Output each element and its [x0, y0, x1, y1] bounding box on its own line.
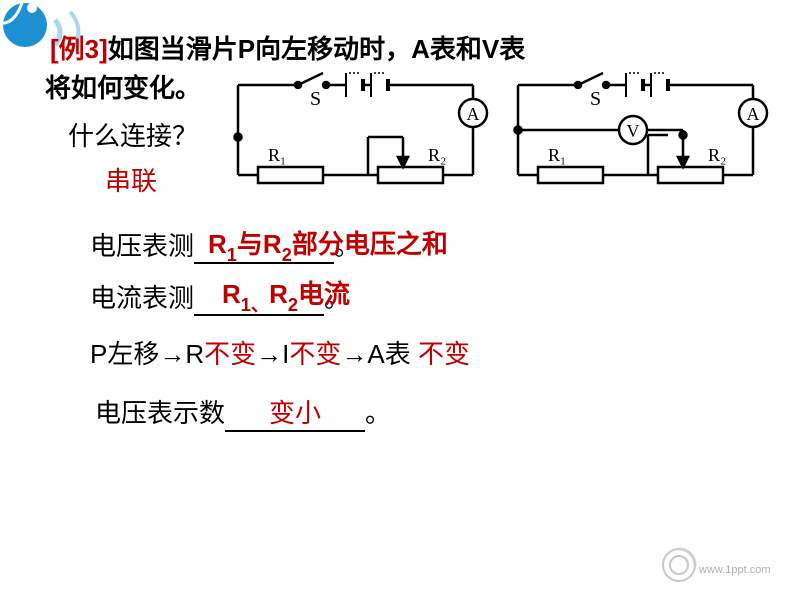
final-answer: 变小	[225, 393, 365, 432]
svg-text:A: A	[747, 104, 760, 124]
final-period: 。	[365, 398, 391, 428]
svg-text:R₂: R₂	[708, 145, 726, 165]
example-title: [例3]如图当滑片P向左移动时，A表和V表	[50, 30, 774, 69]
circuit-diagrams: S A R₁ R₂	[228, 65, 773, 205]
voltmeter-reading: 电压表示数变小。	[95, 393, 774, 432]
final-label: 电压表示数	[95, 398, 225, 428]
ammeter-answer: R1、R2电流	[222, 274, 350, 315]
svg-text:S: S	[590, 88, 601, 110]
voltmeter-line: 电压表测 。 R1与R2部分电压之和	[90, 226, 774, 264]
ammeter-line: 电流表测 。 R1、R2电流	[90, 278, 774, 316]
svg-text:V: V	[627, 121, 640, 141]
svg-text:R₁: R₁	[268, 145, 286, 165]
svg-text:A: A	[467, 104, 480, 124]
circuit-right: S A R₁ R₂ V	[515, 73, 768, 183]
title-part1: 如图当滑片P向左移动时，A表和V表	[108, 34, 525, 64]
voltmeter-label: 电压表测	[90, 231, 194, 261]
example-tag: [例3]	[50, 34, 108, 64]
svg-text:www.1ppt.com: www.1ppt.com	[698, 564, 771, 576]
svg-text:R₂: R₂	[428, 145, 446, 165]
ammeter-label: 电流表测	[90, 283, 194, 313]
svg-text:S: S	[310, 88, 321, 110]
circuit-left: S A R₁ R₂	[235, 73, 488, 183]
watermark-logo: www.1ppt.com	[659, 543, 779, 588]
flow-reasoning: P左移→R不变→I不变→A表 不变	[90, 334, 774, 371]
svg-text:R₁: R₁	[548, 145, 566, 165]
voltmeter-answer: R1与R2部分电压之和	[208, 224, 448, 264]
